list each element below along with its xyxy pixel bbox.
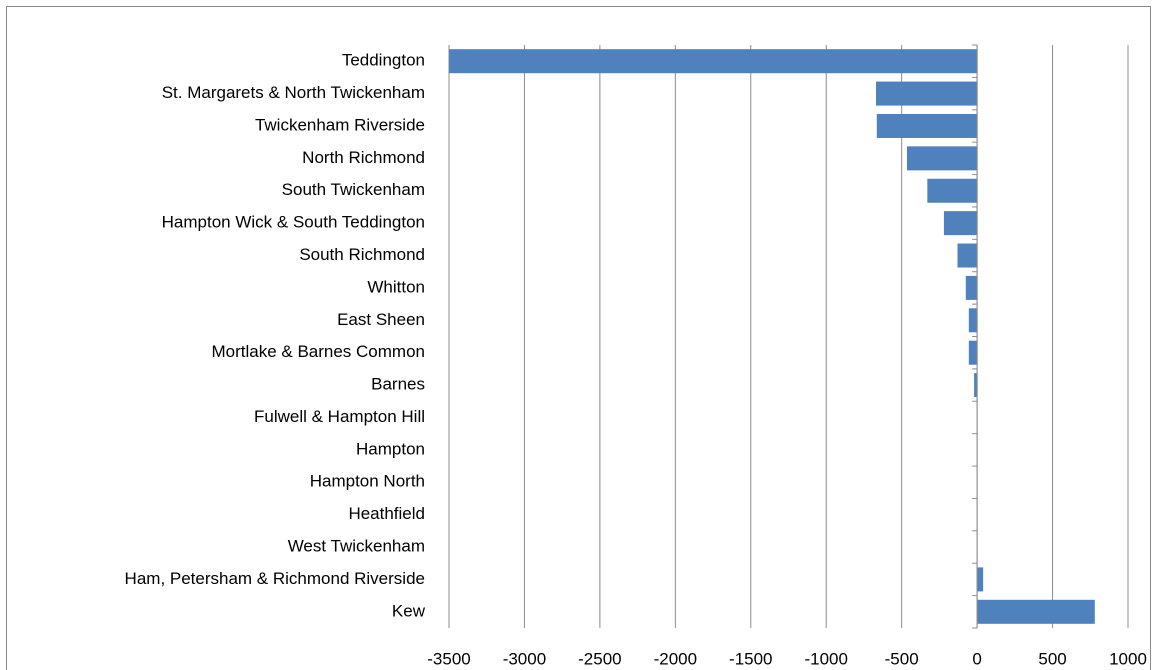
x-tick-label: -1000	[804, 649, 847, 668]
x-tick-label: -3500	[427, 649, 470, 668]
y-tick-label: Twickenham Riverside	[255, 115, 425, 134]
y-tick-label: North Richmond	[302, 148, 425, 167]
bar	[974, 373, 978, 398]
y-tick-label: South Richmond	[299, 245, 425, 264]
bar	[977, 599, 1095, 624]
y-tick-label: Mortlake & Barnes Common	[211, 342, 425, 361]
bar	[968, 340, 978, 365]
y-tick-label: Kew	[392, 601, 426, 620]
bar	[977, 567, 984, 592]
bar	[449, 49, 978, 74]
x-tick-label: -500	[885, 649, 919, 668]
x-tick-label: -2500	[578, 649, 621, 668]
y-tick-label: West Twickenham	[288, 537, 425, 556]
y-tick-label: Heathfield	[348, 504, 425, 523]
y-tick-label: Ham, Petersham & Richmond Riverside	[125, 569, 425, 588]
bar	[876, 81, 978, 106]
bar	[906, 146, 978, 171]
y-tick-label: Hampton	[356, 439, 425, 458]
x-tick-label: -3000	[503, 649, 546, 668]
y-tick-label: Whitton	[367, 277, 425, 296]
bar	[927, 178, 978, 203]
x-tick-label: -1500	[729, 649, 772, 668]
y-tick-label: St. Margarets & North Twickenham	[162, 83, 425, 102]
y-tick-label: Teddington	[342, 51, 425, 70]
bar	[968, 308, 978, 333]
x-tick-label: -2000	[654, 649, 697, 668]
y-tick-label: South Twickenham	[282, 180, 425, 199]
y-tick-label: East Sheen	[337, 310, 425, 329]
y-tick-label: Hampton North	[310, 472, 425, 491]
x-tick-label: 1000	[1109, 649, 1147, 668]
x-tick-label: 500	[1038, 649, 1066, 668]
bar	[965, 275, 978, 300]
bar	[943, 211, 978, 236]
y-tick-label: Barnes	[371, 375, 425, 394]
bar	[957, 243, 978, 268]
y-tick-label: Fulwell & Hampton Hill	[254, 407, 425, 426]
y-tick-label: Hampton Wick & South Teddington	[162, 213, 425, 232]
bar	[876, 113, 978, 138]
x-tick-label: 0	[972, 649, 981, 668]
